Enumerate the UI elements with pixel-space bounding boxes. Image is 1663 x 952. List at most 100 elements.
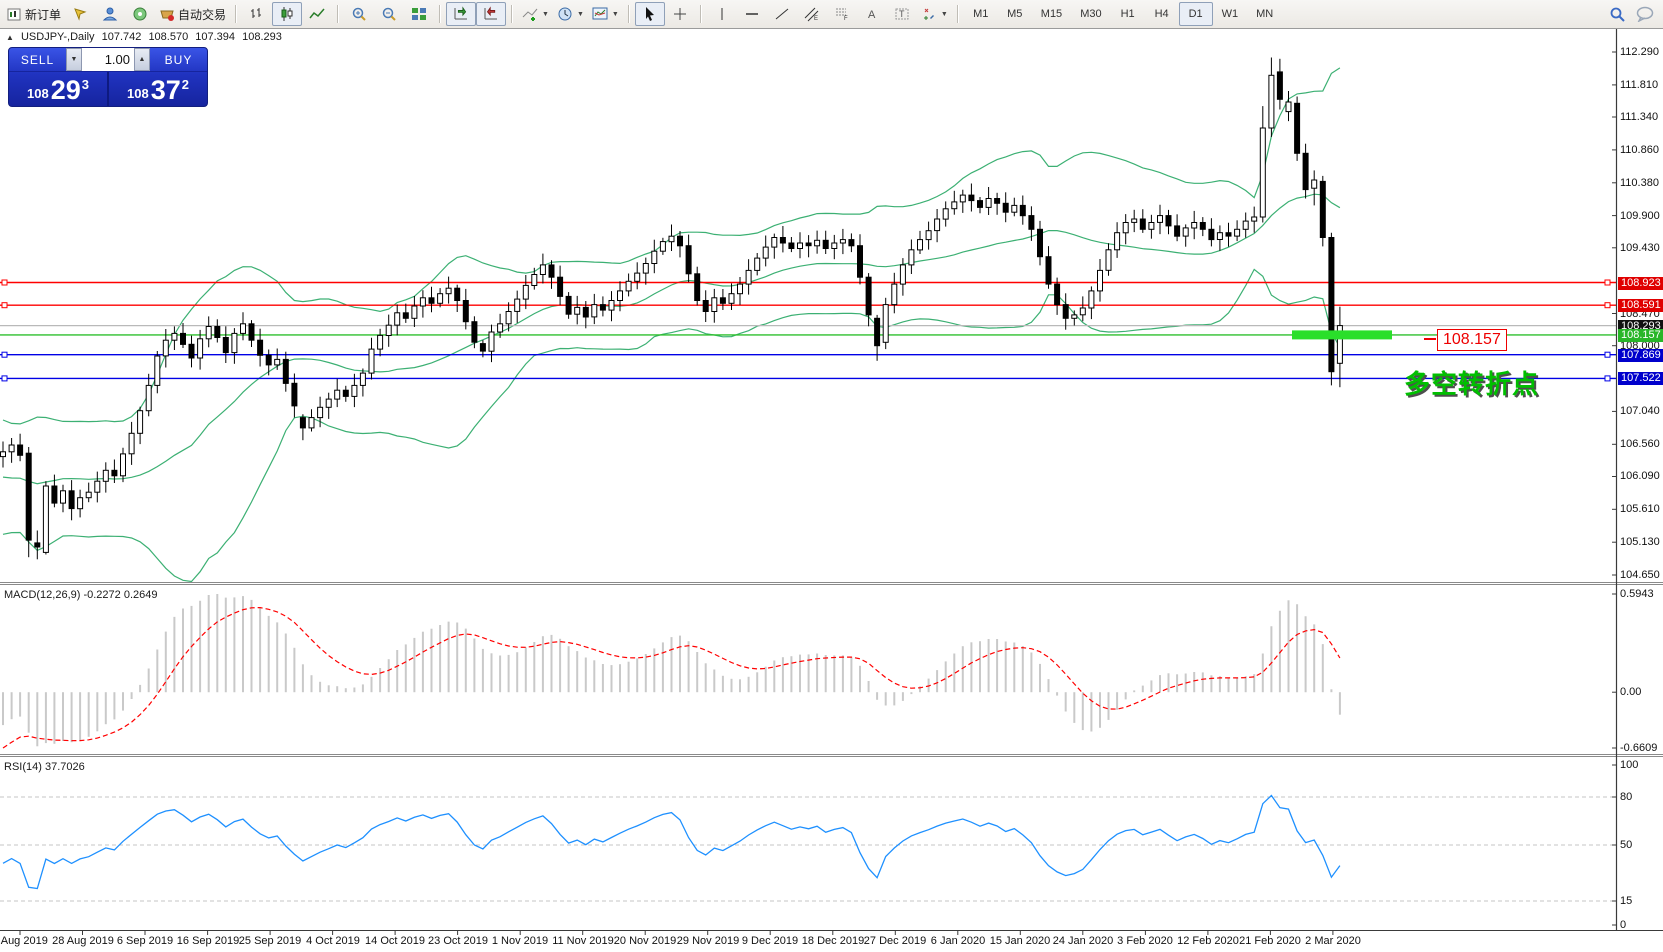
candle[interactable] <box>479 343 486 352</box>
candle[interactable] <box>419 297 426 307</box>
candle[interactable] <box>454 287 461 302</box>
line-handle[interactable] <box>1 279 8 286</box>
tf-m5-button[interactable]: M5 <box>1007 8 1023 20</box>
candle[interactable] <box>582 306 589 318</box>
candle[interactable] <box>282 358 289 384</box>
candle[interactable] <box>1019 204 1026 217</box>
candle[interactable] <box>1174 225 1181 237</box>
candle[interactable] <box>968 194 975 202</box>
fibonacci-button[interactable]: F <box>827 2 857 26</box>
candle[interactable] <box>154 355 161 386</box>
candle[interactable] <box>908 249 915 266</box>
candle[interactable] <box>985 198 992 208</box>
candle[interactable] <box>788 242 795 249</box>
candle[interactable] <box>488 331 495 352</box>
signals-button[interactable] <box>125 2 155 26</box>
candle[interactable] <box>231 332 238 354</box>
candle[interactable] <box>522 284 529 300</box>
candle[interactable] <box>497 323 504 333</box>
candle[interactable] <box>1285 101 1292 113</box>
candle[interactable] <box>634 272 641 282</box>
highlight-bar[interactable] <box>1292 330 1392 340</box>
candle[interactable] <box>514 298 521 312</box>
sell-price[interactable]: 108 29 3 <box>9 72 107 106</box>
candle[interactable] <box>1139 218 1146 230</box>
candle[interactable] <box>342 389 349 397</box>
candle[interactable] <box>308 417 315 429</box>
candle[interactable] <box>539 264 546 275</box>
candle[interactable] <box>1011 204 1018 213</box>
tf-m30-button[interactable]: M30 <box>1080 8 1102 20</box>
auto-scroll-button[interactable] <box>446 2 477 26</box>
candle[interactable] <box>745 269 752 285</box>
candle[interactable] <box>659 241 666 252</box>
candle[interactable] <box>274 358 281 366</box>
candle[interactable] <box>42 485 49 553</box>
candle[interactable] <box>60 490 66 504</box>
candle[interactable] <box>1302 152 1309 191</box>
candle[interactable] <box>1319 180 1326 238</box>
candle[interactable] <box>1079 307 1086 316</box>
volume-up-button[interactable]: ▲ <box>134 48 150 71</box>
candle[interactable] <box>891 283 898 306</box>
candle[interactable] <box>462 300 469 323</box>
line-handle[interactable] <box>1604 351 1611 358</box>
candle[interactable] <box>34 542 41 548</box>
candle[interactable] <box>51 485 58 504</box>
candle[interactable] <box>668 235 675 243</box>
candle[interactable] <box>222 337 229 354</box>
candle[interactable] <box>754 257 761 271</box>
buy-button[interactable]: BUY <box>150 48 207 71</box>
candle[interactable] <box>814 239 821 247</box>
candle[interactable] <box>17 444 24 456</box>
candle[interactable] <box>599 304 606 311</box>
turning-point-annotation[interactable]: 多空转折点 <box>1404 369 1540 399</box>
autotrade-button[interactable]: 自动交易 <box>155 2 230 26</box>
candle[interactable] <box>214 326 221 338</box>
line-handle[interactable] <box>1 375 8 382</box>
line-handle[interactable] <box>1 302 8 309</box>
candle[interactable] <box>25 452 32 541</box>
candle[interactable] <box>694 273 701 301</box>
candle[interactable] <box>702 300 709 312</box>
candle[interactable] <box>822 239 829 250</box>
candle[interactable] <box>1157 215 1163 223</box>
line-handle[interactable] <box>1604 375 1611 382</box>
candle[interactable] <box>805 242 812 247</box>
candle[interactable] <box>317 406 324 419</box>
candle[interactable] <box>1028 215 1035 230</box>
line-chart-button[interactable] <box>302 2 332 26</box>
candle[interactable] <box>531 274 538 286</box>
candle[interactable] <box>1088 290 1095 309</box>
candle[interactable] <box>677 235 683 247</box>
candle[interactable] <box>0 451 6 458</box>
label-button[interactable]: T <box>887 2 917 26</box>
candle[interactable] <box>1105 249 1112 271</box>
trendline-button[interactable] <box>767 2 797 26</box>
volume-down-button[interactable]: ▼ <box>66 48 82 71</box>
candle[interactable] <box>240 323 246 334</box>
candle[interactable] <box>925 230 932 241</box>
candle[interactable] <box>831 242 838 249</box>
text-button[interactable]: A <box>857 2 887 26</box>
candle[interactable] <box>334 389 341 400</box>
candle[interactable] <box>1114 232 1121 251</box>
candle[interactable] <box>651 250 658 264</box>
candle[interactable] <box>839 239 846 244</box>
candle[interactable] <box>94 480 101 493</box>
candle[interactable] <box>1037 228 1043 258</box>
line-handle[interactable] <box>1 351 8 358</box>
tile-windows-button[interactable] <box>404 2 434 26</box>
candle[interactable] <box>257 339 264 356</box>
collapse-ohlc-icon[interactable]: ▲ <box>6 33 14 42</box>
vline-button[interactable] <box>707 2 737 26</box>
candle[interactable] <box>1259 127 1266 218</box>
template-button[interactable]: ▼ <box>588 2 623 26</box>
candle[interactable] <box>1062 304 1069 319</box>
candle[interactable] <box>205 326 212 340</box>
candle[interactable] <box>994 198 1001 204</box>
candle[interactable] <box>899 264 906 285</box>
cursor-button[interactable] <box>634 2 665 26</box>
candle[interactable] <box>882 304 889 343</box>
